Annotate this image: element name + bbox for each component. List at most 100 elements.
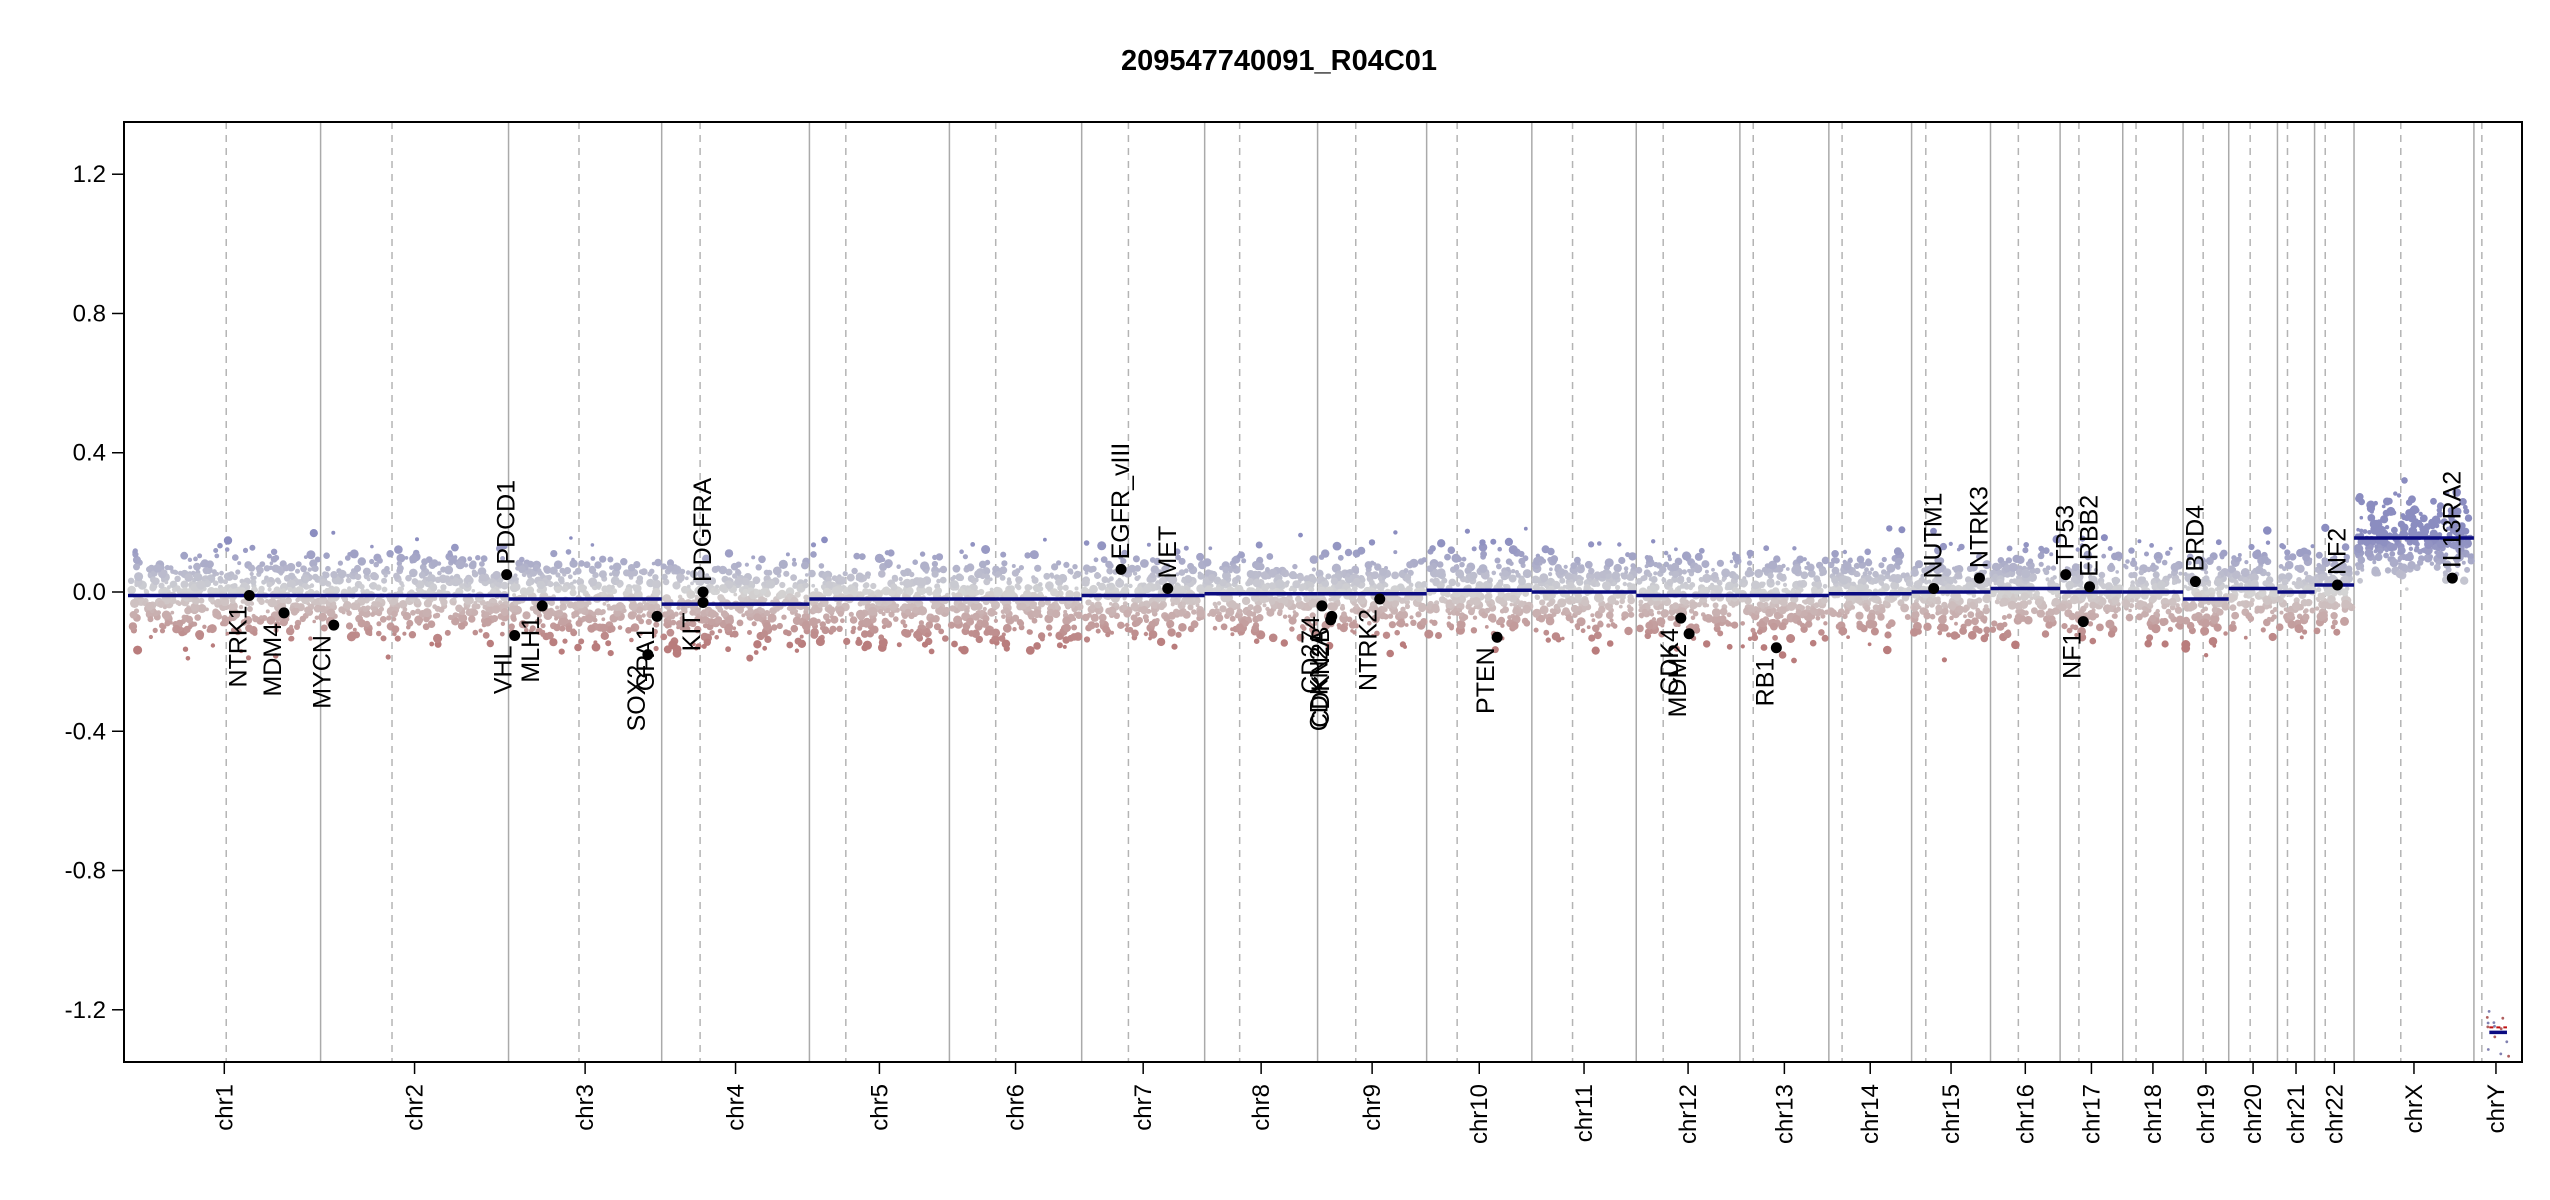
probe-point (133, 563, 140, 571)
probe-point (203, 580, 212, 588)
probe-point (1904, 614, 1911, 620)
probe-point (901, 628, 909, 637)
probe-point (1954, 621, 1958, 626)
probe-point (1062, 584, 1069, 591)
probe-point (1261, 583, 1270, 592)
probe-point (376, 630, 382, 637)
probe-point (605, 640, 612, 647)
probe-point (772, 566, 782, 576)
probe-point (524, 627, 529, 633)
probe-point (261, 579, 267, 585)
probe-point (249, 566, 255, 572)
probe-point (1751, 634, 1759, 642)
probe-point (397, 564, 404, 572)
probe-point (619, 615, 624, 621)
probe-point (2043, 569, 2050, 576)
probe-point (217, 575, 224, 582)
probe-point (1689, 582, 1696, 588)
probe-point (471, 603, 479, 610)
probe-point (746, 654, 754, 662)
probe-point (2156, 580, 2166, 590)
probe-point (2095, 597, 2101, 602)
probe-point (458, 613, 468, 623)
probe-point (599, 555, 607, 563)
probe-point (391, 610, 398, 618)
probe-point (1507, 615, 1512, 620)
probe-point (1046, 624, 1053, 631)
probe-point (2014, 578, 2023, 587)
probe-point (1491, 570, 1497, 576)
probe-point (319, 605, 327, 613)
probe-point (1044, 614, 1054, 624)
probe-point (801, 621, 811, 631)
probe-point (1484, 607, 1491, 614)
probe-point (309, 559, 318, 568)
probe-point (174, 575, 181, 582)
probe-point (559, 603, 567, 611)
probe-point (442, 590, 447, 595)
probe-point (695, 578, 702, 586)
probe-point (1994, 599, 2000, 605)
probe-point (565, 625, 573, 633)
probe-point (1435, 632, 1442, 639)
probe-point (1906, 586, 1912, 592)
probe-point (1177, 609, 1185, 617)
probe-point (916, 593, 921, 598)
probe-point (572, 571, 578, 576)
probe-point (1411, 595, 1416, 600)
probe-point (691, 642, 696, 646)
probe-point (451, 617, 460, 626)
probe-point (1472, 615, 1478, 620)
probe-point (483, 617, 492, 627)
probe-point (2006, 613, 2013, 619)
probe-point (1786, 634, 1796, 643)
probe-point (794, 591, 801, 598)
probe-point (249, 571, 254, 577)
probe-point (449, 575, 454, 580)
probe-point (825, 618, 831, 624)
probe-point (344, 555, 351, 561)
probe-point (1220, 623, 1228, 631)
probe-point (2065, 580, 2075, 590)
probe-point (675, 620, 684, 628)
probe-point (825, 581, 833, 589)
probe-point (701, 643, 707, 649)
probe-point (1431, 619, 1438, 627)
probe-point (1031, 617, 1038, 624)
probe-point (1980, 634, 1989, 643)
probe-point (943, 606, 950, 614)
probe-point (1870, 627, 1879, 636)
probe-point (964, 565, 969, 570)
probe-point (1686, 576, 1691, 582)
probe-point (354, 573, 362, 581)
probe-point (571, 611, 577, 617)
probe-point (1287, 614, 1292, 619)
probe-point (237, 561, 242, 566)
probe-point (1549, 567, 1553, 572)
probe-point (1855, 596, 1863, 604)
probe-point (851, 567, 858, 575)
probe-point (562, 638, 568, 644)
probe-point (299, 615, 306, 623)
probe-point (600, 631, 609, 640)
probe-point (455, 560, 465, 570)
probe-point (147, 616, 154, 623)
probe-point (1014, 583, 1020, 589)
probe-point (2061, 623, 2068, 630)
probe-point (1484, 593, 1492, 601)
probe-point (1606, 611, 1614, 620)
probe-point (1183, 545, 1189, 551)
probe-point (1563, 564, 1568, 569)
probe-point (725, 646, 731, 653)
probe-point (315, 605, 321, 611)
probe-point (1024, 584, 1032, 592)
probe-point (1679, 583, 1686, 589)
probe-point (1148, 636, 1152, 641)
probe-point (824, 589, 833, 597)
probe-point (512, 593, 517, 598)
probe-point (647, 604, 656, 613)
probe-point (1038, 614, 1043, 619)
probe-point (1146, 542, 1151, 547)
probe-point (1864, 558, 1873, 567)
probe-point (1057, 632, 1063, 639)
